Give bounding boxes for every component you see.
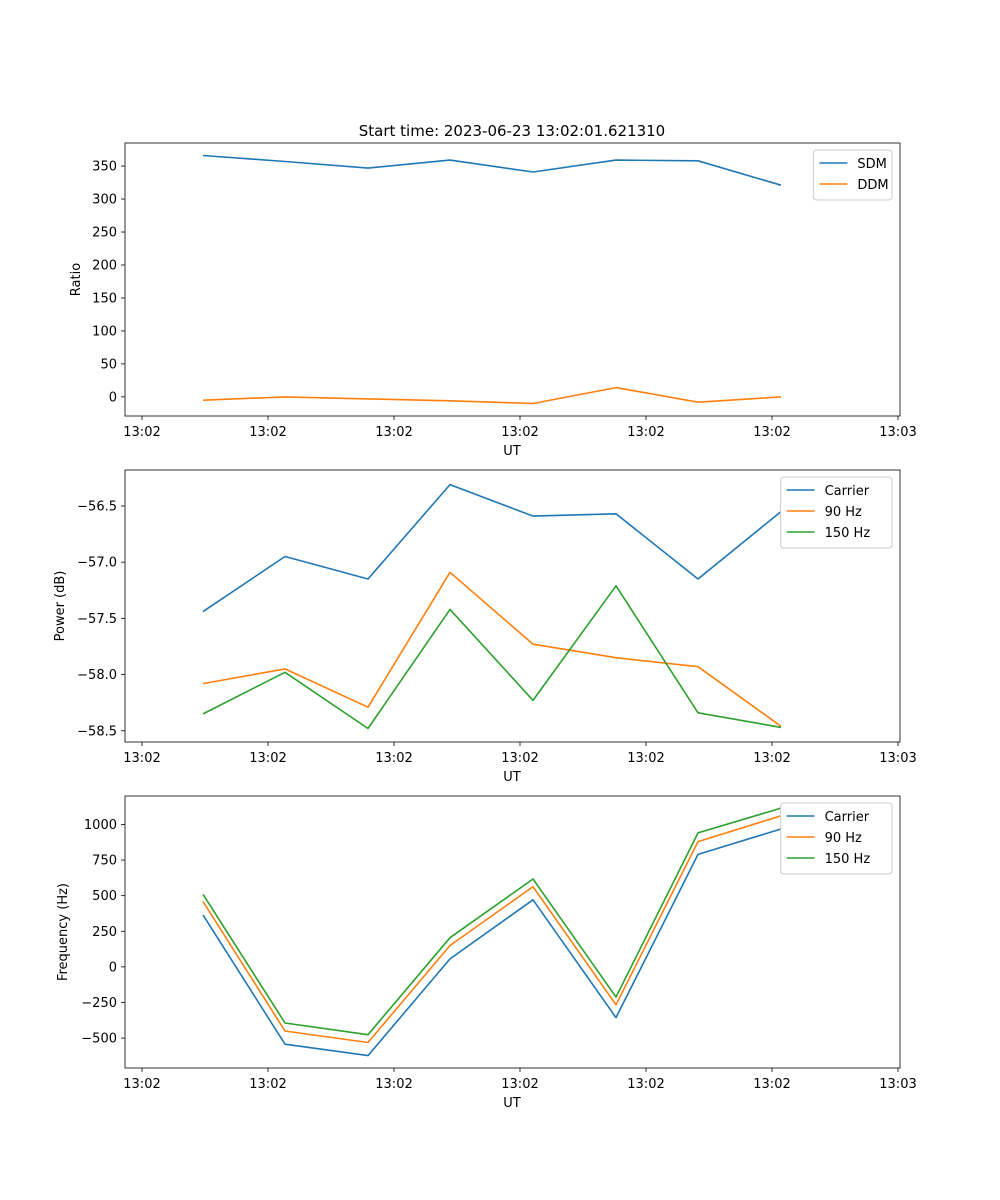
series-line-150-hz: [202, 807, 782, 1036]
y-tick-label: 500: [92, 889, 117, 904]
x-tick-label: 13:03: [879, 425, 916, 440]
subplot-3: 13:02 13:02 13:02 13:02 13:02 13:02 13:03 −500 −…: [56, 795, 917, 1111]
x-tick-label: 13:02: [753, 751, 790, 766]
x-tick-label: 13:02: [753, 1077, 790, 1092]
y-tick-label: −250: [81, 996, 117, 1011]
y-tick-label: 150: [92, 291, 117, 306]
y-tick-label: 350: [92, 160, 117, 175]
legend-label: 90 Hz: [825, 505, 862, 520]
legend-label: 150 Hz: [825, 526, 871, 541]
legend-box: [780, 476, 893, 549]
chart-title: Start time: 2023-06-23 13:02:01.621310: [359, 122, 665, 140]
legend-label: Carrier: [825, 484, 870, 499]
series-line-carrier: [202, 828, 782, 1057]
legend: SDM DDM: [812, 149, 893, 201]
x-tick-label: 13:02: [375, 1077, 412, 1092]
x-tick-label: 13:03: [879, 751, 916, 766]
legend-label: 150 Hz: [825, 852, 871, 867]
y-tick-label: 50: [100, 357, 117, 372]
series-line-90-hz: [202, 815, 782, 1044]
x-tick-label: 13:03: [879, 1077, 916, 1092]
legend: Carrier 90 Hz 150 Hz: [780, 476, 893, 549]
x-axis-label: UT: [503, 770, 521, 785]
legend-label: DDM: [857, 178, 888, 193]
series-line-90-hz: [202, 571, 782, 727]
x-tick-label: 13:02: [123, 425, 160, 440]
x-tick-label: 13:02: [501, 1077, 538, 1092]
y-tick-label: 250: [92, 226, 117, 241]
y-axis-label: Frequency (Hz): [56, 883, 71, 981]
x-axis-label: UT: [503, 1096, 521, 1111]
y-axis-label: Ratio: [69, 263, 84, 296]
x-tick-label: 13:02: [375, 751, 412, 766]
axes-frame: [124, 142, 901, 417]
x-tick-label: 13:02: [501, 425, 538, 440]
y-tick-label: 250: [92, 925, 117, 940]
x-tick-label: 13:02: [627, 751, 664, 766]
x-tick-label: 13:02: [123, 751, 160, 766]
series-line-150-hz: [202, 584, 782, 730]
legend-box: [780, 802, 893, 875]
x-tick-label: 13:02: [501, 751, 538, 766]
x-tick-label: 13:02: [753, 425, 790, 440]
series-line-carrier: [202, 483, 782, 613]
subplot-1: 13:02 13:02 13:02 13:02 13:02 13:02 13:03 0 50 10…: [69, 142, 917, 459]
y-tick-label: −57.5: [77, 612, 117, 627]
x-tick-label: 13:02: [375, 425, 412, 440]
axes-frame: [124, 469, 901, 743]
y-axis-label: Power (dB): [53, 571, 68, 642]
subplots: 13:02 13:02 13:02 13:02 13:02 13:02 13:03 0 50 10…: [53, 142, 917, 1111]
legend-label: SDM: [857, 157, 886, 172]
legend-label: 90 Hz: [825, 831, 862, 846]
y-tick-label: 200: [92, 258, 117, 273]
x-axis-label: UT: [503, 444, 521, 459]
y-tick-label: 750: [92, 854, 117, 869]
x-tick-label: 13:02: [249, 751, 286, 766]
y-tick-label: 300: [92, 193, 117, 208]
axes-frame: [124, 795, 901, 1069]
y-tick-label: −56.5: [77, 499, 117, 514]
y-tick-label: 0: [109, 960, 117, 975]
x-tick-label: 13:02: [627, 425, 664, 440]
series-line-sdm: [202, 154, 782, 186]
x-tick-label: 13:02: [627, 1077, 664, 1092]
legend-label: Carrier: [825, 810, 870, 825]
series-line-ddm: [202, 386, 782, 405]
x-tick-label: 13:02: [249, 1077, 286, 1092]
y-tick-label: 1000: [84, 818, 117, 833]
y-tick-label: 0: [109, 390, 117, 405]
x-tick-label: 13:02: [249, 425, 286, 440]
y-tick-label: −58.5: [77, 724, 117, 739]
subplot-2: 13:02 13:02 13:02 13:02 13:02 13:02 13:03 −58.5…: [53, 469, 917, 785]
y-tick-label: 100: [92, 324, 117, 339]
y-tick-label: −58.0: [77, 668, 117, 683]
x-tick-label: 13:02: [123, 1077, 160, 1092]
legend: Carrier 90 Hz 150 Hz: [780, 802, 893, 875]
y-tick-label: −500: [81, 1032, 117, 1047]
y-tick-label: −57.0: [77, 556, 117, 571]
